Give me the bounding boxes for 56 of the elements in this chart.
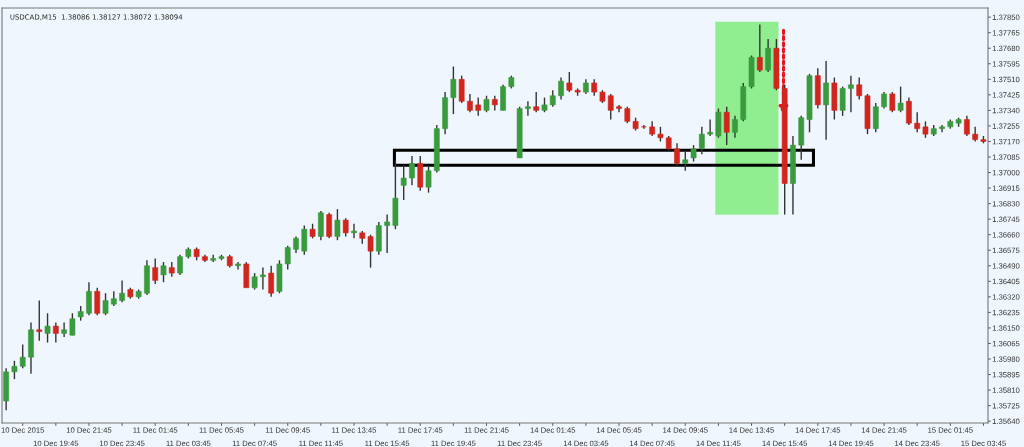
candlestick [897, 85, 904, 113]
candlestick [607, 93, 614, 121]
candlestick [525, 100, 531, 117]
candlestick [467, 93, 473, 113]
candlestick [160, 261, 167, 283]
candlestick [889, 91, 896, 113]
candlestick [715, 107, 722, 139]
candlestick [367, 234, 374, 269]
candlestick [674, 142, 680, 168]
candlestick [964, 115, 970, 137]
candlestick [458, 74, 465, 104]
candlestick [848, 74, 854, 113]
candlestick [44, 312, 51, 344]
candlestick [856, 76, 863, 101]
candlestick [243, 261, 250, 289]
candlestick [823, 60, 829, 141]
candlestick [417, 155, 424, 192]
candlestick [475, 96, 482, 117]
candlestick [872, 102, 879, 134]
candlestick [86, 281, 92, 316]
candlestick [36, 299, 43, 342]
candlestick [260, 266, 266, 291]
candlestick [425, 166, 432, 194]
candlestick [69, 312, 76, 336]
candlestick [94, 287, 101, 316]
candlestick [765, 38, 771, 73]
candlestick [61, 321, 67, 338]
candlestick [558, 76, 564, 101]
candlestick [756, 23, 763, 73]
candlestick [533, 91, 540, 113]
candlestick [400, 164, 407, 201]
candlestick [914, 111, 921, 134]
candlestick [906, 96, 912, 126]
candlestick [119, 279, 125, 304]
candlestick [450, 65, 457, 115]
candlestick [268, 265, 275, 298]
candlestick [102, 292, 109, 316]
candlestick [723, 106, 730, 146]
candlestick [334, 208, 341, 241]
candlestick [177, 254, 183, 276]
candlestick [318, 210, 324, 241]
candlestick [326, 212, 332, 240]
candlestick [152, 257, 159, 285]
candlestick [342, 217, 349, 238]
candlestick [384, 213, 390, 254]
candlestick [284, 244, 291, 271]
candlestick [699, 126, 705, 155]
candlestick [301, 224, 308, 256]
candlestick [500, 84, 506, 112]
candlestick [351, 223, 357, 240]
candlestick [732, 115, 738, 139]
candlestick [839, 85, 846, 117]
candlestick [409, 155, 415, 187]
candlestick [707, 118, 713, 137]
candlestick [682, 149, 689, 172]
candlestick [52, 321, 59, 344]
